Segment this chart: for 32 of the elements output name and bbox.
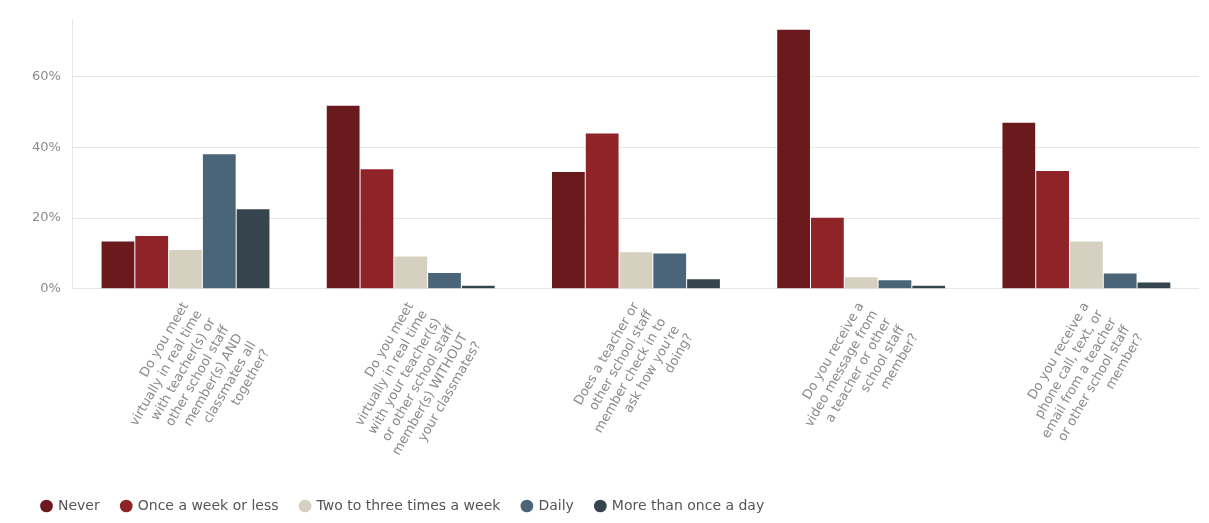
bar: [1103, 273, 1137, 289]
y-tick-label: 60%: [31, 67, 61, 83]
bar: [844, 277, 878, 289]
bar: [169, 249, 202, 289]
bar: [1036, 170, 1069, 289]
bar: [1070, 241, 1103, 289]
bar: [326, 105, 360, 289]
legend-label: More than once a day: [611, 496, 765, 513]
bar: [202, 154, 236, 289]
bar: [777, 29, 810, 289]
bar: [428, 272, 461, 289]
bar: [619, 252, 653, 289]
bar: [878, 280, 912, 289]
y-tick-label: 40%: [31, 138, 61, 154]
legend-label: Daily: [538, 496, 574, 513]
legend-label: Once a week or less: [137, 496, 279, 513]
bar: [653, 253, 687, 289]
bar: [360, 169, 394, 289]
bar: [1002, 122, 1036, 289]
legend-label: Never: [58, 496, 100, 513]
bar: [1137, 282, 1171, 289]
bar: [101, 241, 135, 289]
bar: [394, 256, 428, 289]
bar: [687, 279, 720, 289]
legend-label: Two to three times a week: [315, 496, 502, 513]
y-tick-label: 0%: [40, 280, 61, 296]
bar: [811, 217, 844, 289]
bar: [585, 133, 619, 289]
bar: [236, 209, 270, 289]
bar: [552, 172, 585, 289]
bar: [135, 236, 169, 289]
y-tick-label: 20%: [31, 209, 61, 225]
